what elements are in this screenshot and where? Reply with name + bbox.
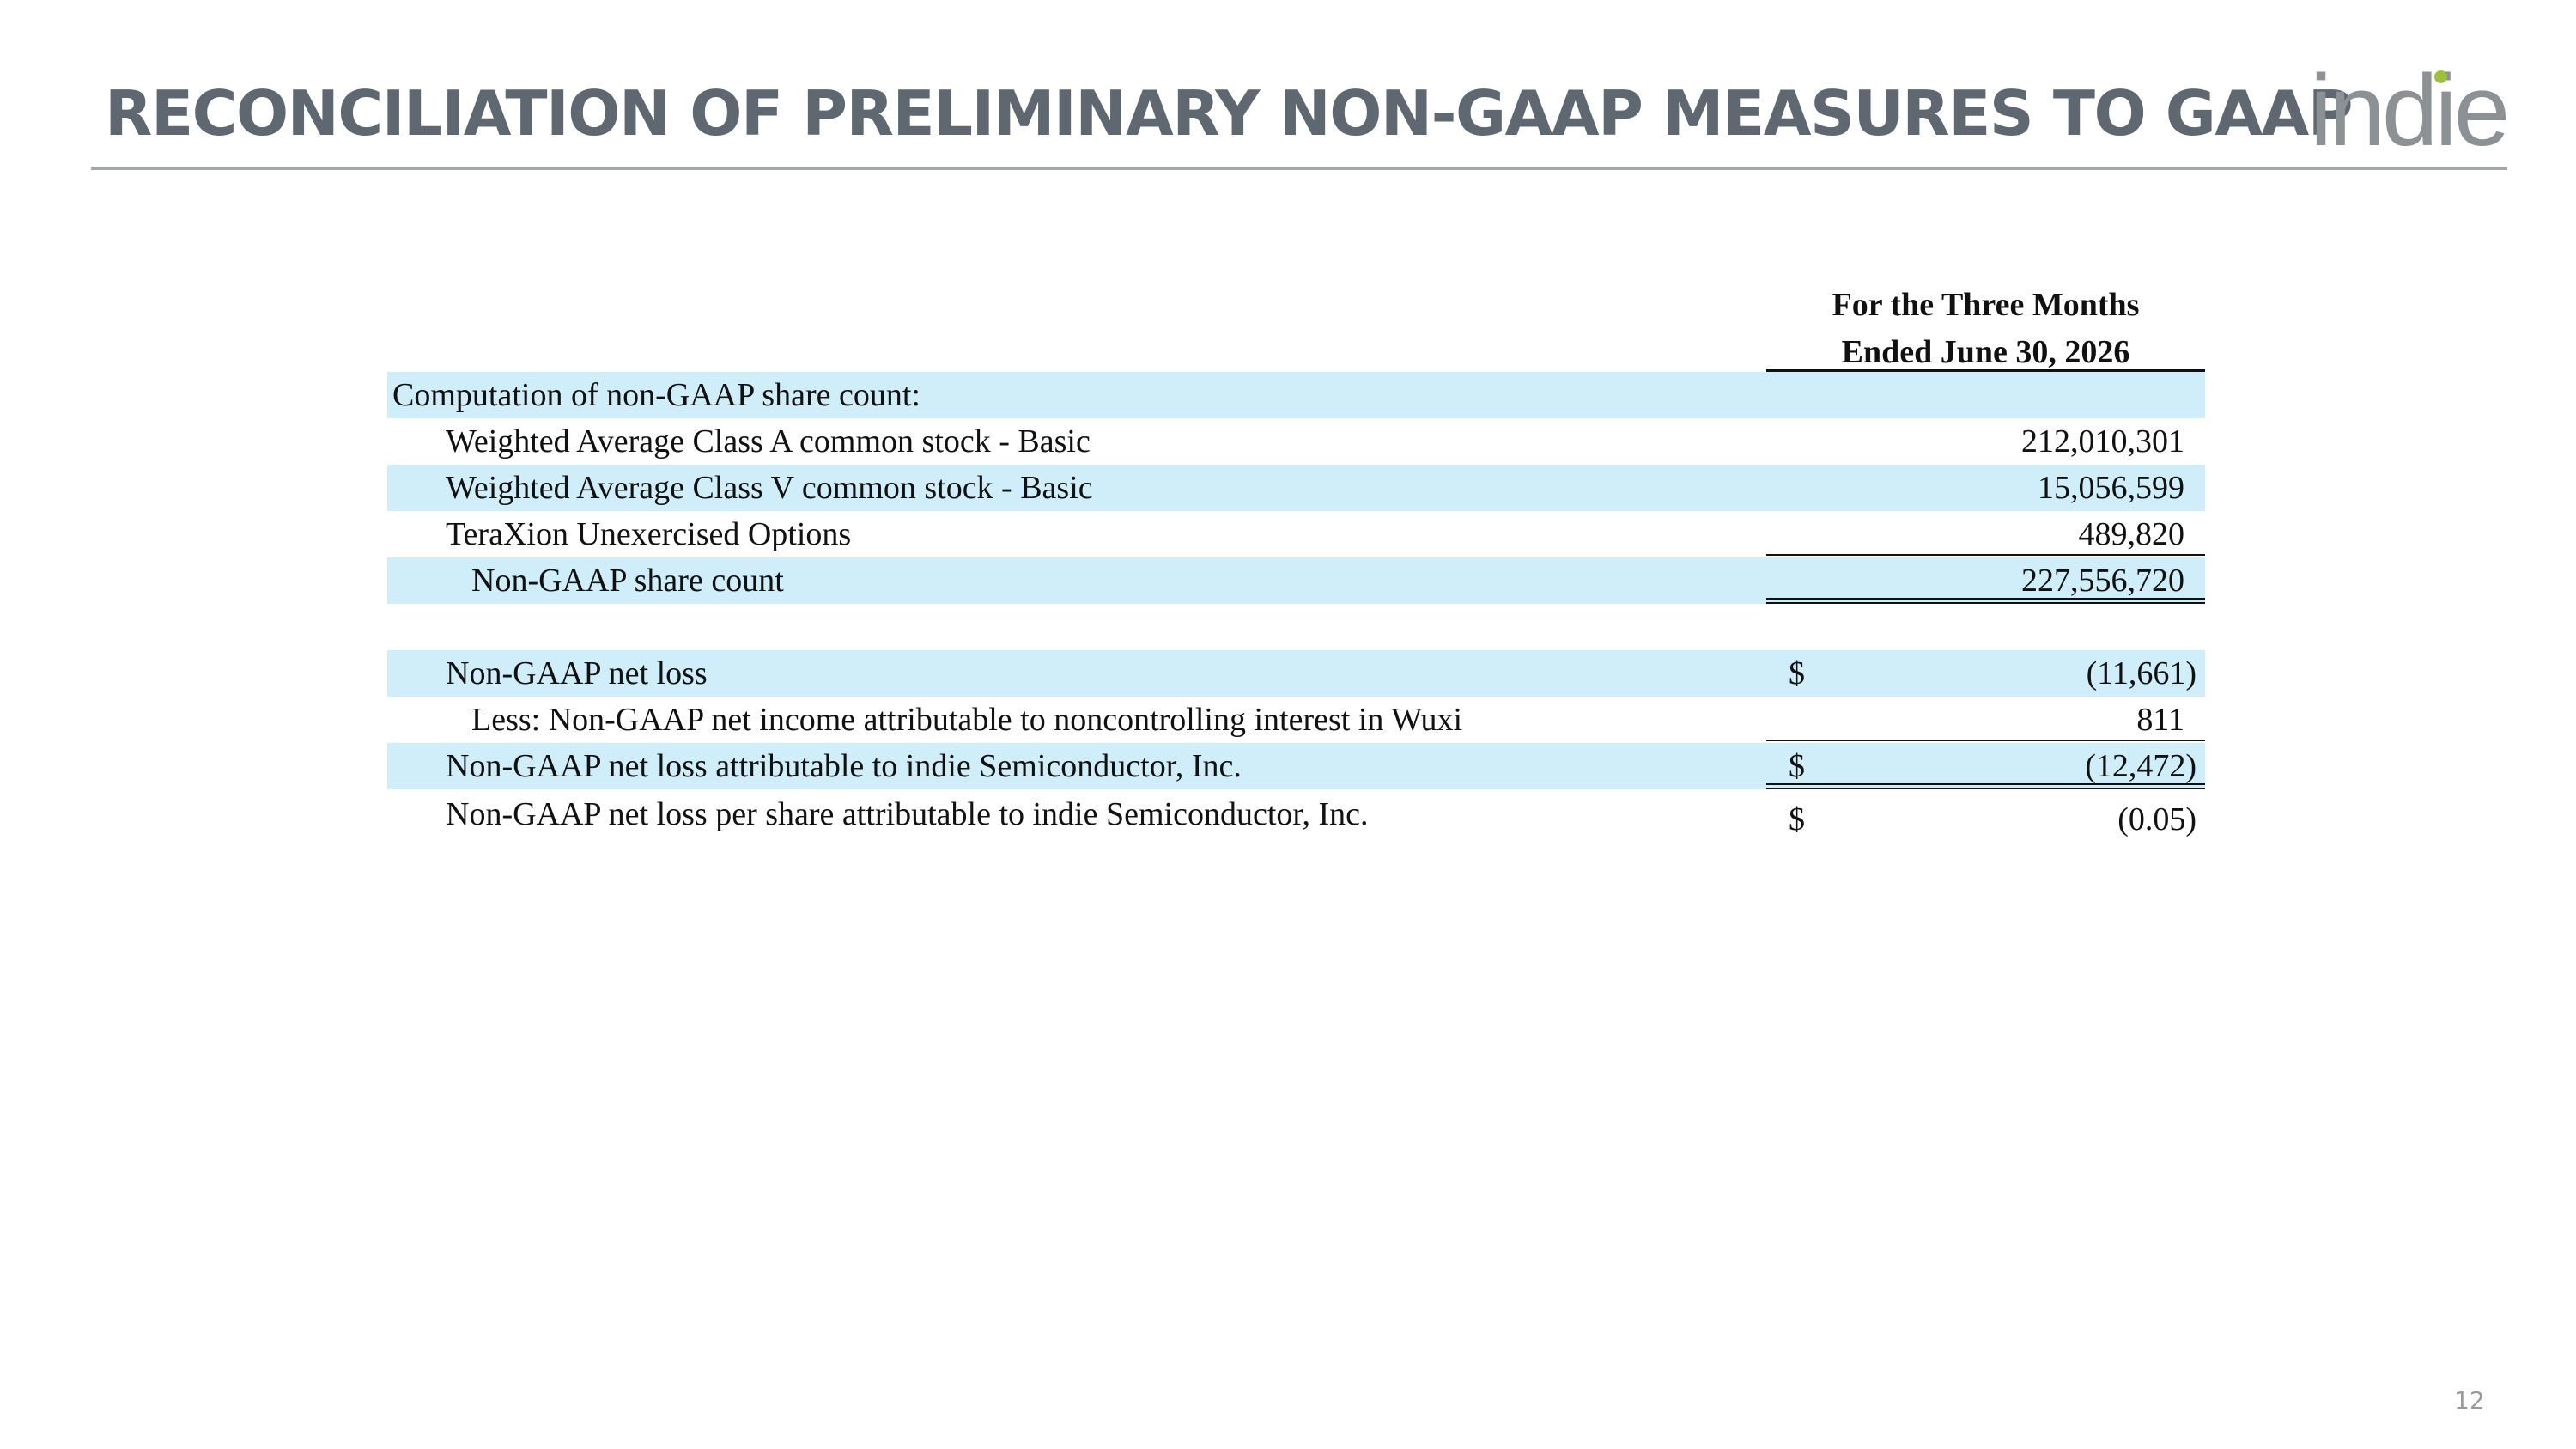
row-dollar-sign: $	[1789, 655, 1805, 691]
row-label: Non-GAAP net loss	[446, 655, 708, 691]
row-amount: 227,556,720	[2021, 563, 2184, 599]
logo-wordmark: indie	[2310, 54, 2510, 167]
row-dollar-sign: $	[1789, 748, 1805, 784]
table-row-share-count: Non-GAAP share count 227,556,720	[387, 557, 2205, 604]
title-divider	[91, 167, 2507, 170]
table-row-net-loss-attributable: Non-GAAP net loss attributable to indie …	[387, 743, 2205, 789]
row-amount: 212,010,301	[2021, 423, 2184, 460]
row-amount: (11,661)	[2086, 655, 2196, 691]
slide-title: RECONCILIATION OF PRELIMINARY NON-GAAP M…	[105, 77, 2354, 149]
row-amount: 489,820	[2078, 516, 2185, 552]
row-amount: (0.05)	[2117, 801, 2196, 837]
row-label: Less: Non-GAAP net income attributable t…	[471, 702, 1463, 738]
total-double-rule-bottom	[1766, 788, 2205, 789]
total-double-rule-top	[1766, 598, 2205, 600]
subtotal-rule	[1766, 740, 2205, 741]
row-label: Non-GAAP net loss attributable to indie …	[446, 748, 1242, 784]
table-row-class-a: Weighted Average Class A common stock - …	[387, 418, 2205, 465]
column-header-line1: For the Three Months	[1832, 287, 2140, 323]
page-number: 12	[2454, 1386, 2485, 1415]
table-row-teraxion-options: TeraXion Unexercised Options 489,820	[387, 511, 2205, 557]
logo-dot-icon	[2434, 70, 2447, 83]
table-row-net-loss: Non-GAAP net loss $ (11,661)	[387, 650, 2205, 697]
table-row-section-heading: Computation of non-GAAP share count:	[387, 372, 2205, 418]
table-row-noncontrolling-interest: Less: Non-GAAP net income attributable t…	[387, 697, 2205, 743]
row-label: Non-GAAP net loss per share attributable…	[446, 796, 1369, 832]
row-amount: (12,472)	[2085, 748, 2196, 784]
column-header-line2: Ended June 30, 2026	[1841, 334, 2130, 370]
row-dollar-sign: $	[1789, 801, 1805, 837]
row-label: Non-GAAP share count	[471, 563, 784, 599]
row-label: Weighted Average Class A common stock - …	[446, 423, 1091, 460]
indie-logo: indie	[2310, 54, 2510, 167]
table-row-class-v: Weighted Average Class V common stock - …	[387, 465, 2205, 511]
table-row-net-loss-per-share: Non-GAAP net loss per share attributable…	[387, 791, 2205, 837]
row-amount: 811	[2136, 702, 2184, 738]
row-amount: 15,056,599	[2038, 470, 2184, 506]
header-underline	[1766, 369, 2205, 372]
row-label: Computation of non-GAAP share count:	[392, 377, 920, 413]
total-double-rule-top	[1766, 783, 2205, 785]
subtotal-rule	[1766, 554, 2205, 556]
column-header: For the Three Months Ended June 30, 2026	[1766, 282, 2205, 376]
total-double-rule-bottom	[1766, 602, 2205, 604]
row-label: TeraXion Unexercised Options	[446, 516, 852, 552]
row-label: Weighted Average Class V common stock - …	[446, 470, 1093, 506]
